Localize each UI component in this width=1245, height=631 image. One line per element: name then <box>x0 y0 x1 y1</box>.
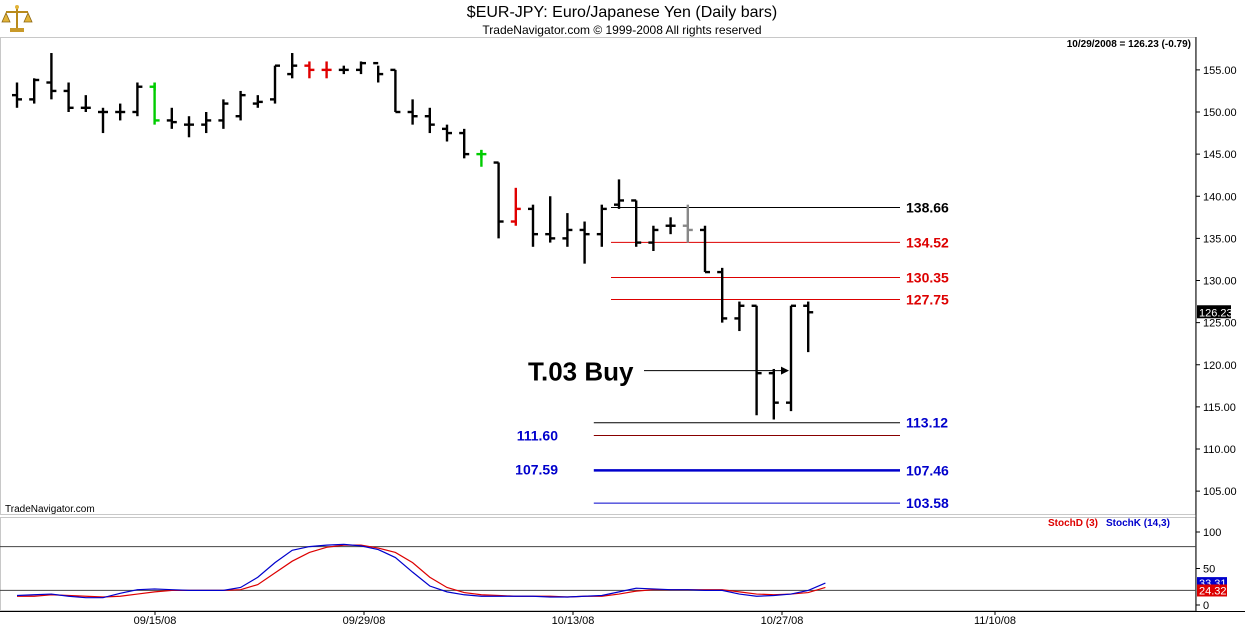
level-label: 113.12 <box>906 415 948 431</box>
last-price-info: 10/29/2008 = 126.23 (-0.79) <box>1067 39 1191 50</box>
scales-logo-icon <box>1 5 33 32</box>
ohlc-bar <box>768 368 779 420</box>
ohlc-bar <box>218 99 229 129</box>
ohlc-bar <box>270 64 280 104</box>
x-tick-label: 10/13/08 <box>552 615 595 627</box>
ohlc-bar <box>528 204 538 247</box>
ohlc-bar <box>373 61 384 83</box>
ohlc-bar <box>545 196 556 243</box>
ohlc-bar <box>338 65 349 75</box>
ohlc-bar <box>803 301 814 353</box>
ohlc-bar <box>579 221 590 264</box>
y-tick-label: 140.00 <box>1203 191 1237 203</box>
ohlc-bar <box>442 124 452 142</box>
stoch-tick-label: 0 <box>1203 600 1209 612</box>
ohlc-bar <box>424 107 435 134</box>
ohlc-bar <box>235 90 246 121</box>
annotation: T.03 Buy <box>528 357 789 387</box>
ohlc-bar <box>751 304 762 416</box>
ohlc-bar <box>631 199 642 247</box>
level-label: 107.59 <box>515 461 558 477</box>
y-tick-label: 145.00 <box>1203 149 1237 161</box>
ohlc-bar <box>80 95 91 112</box>
ohlc-bar <box>321 61 332 79</box>
ohlc-bar <box>493 161 504 239</box>
watermark: TradeNavigator.com <box>5 504 95 515</box>
ohlc-bar <box>562 213 573 247</box>
ohlc-bar <box>717 267 728 323</box>
ohlc-bar <box>63 82 74 112</box>
ohlc-bar <box>201 112 212 134</box>
ohlc-bar <box>734 301 745 332</box>
ohlc-bar <box>115 103 126 121</box>
x-axis-ticks: 09/15/08 09/29/08 10/13/08 10/27/08 11/10/08 <box>134 611 1016 627</box>
y-tick-label: 115.00 <box>1203 402 1236 414</box>
level-label: 127.75 <box>906 291 949 307</box>
ohlc-bar <box>46 53 57 100</box>
stoch-k-legend: StochK (14,3) <box>1106 518 1170 529</box>
ohlc-bar <box>459 128 470 159</box>
stoch-tick-label: 100 <box>1203 527 1221 539</box>
level-label: 107.46 <box>906 462 949 478</box>
level-label: 138.66 <box>906 200 949 216</box>
ohlc-bar <box>29 78 40 104</box>
y-tick-label: 125.00 <box>1203 318 1237 330</box>
level-label: 130.35 <box>906 270 949 286</box>
level-label: 103.58 <box>906 495 949 511</box>
chart-title: $EUR-JPY: Euro/Japanese Yen (Daily bars) <box>467 4 777 21</box>
ohlc-bar <box>304 61 315 79</box>
ohlc-bar <box>98 107 108 134</box>
ohlc-bar <box>596 204 607 247</box>
last-price-label: 126.23 <box>1199 307 1233 319</box>
y-tick-label: 130.00 <box>1203 276 1237 288</box>
x-tick-label: 11/10/08 <box>974 615 1016 627</box>
ohlc-bar <box>614 179 624 209</box>
y-tick-label: 155.00 <box>1203 65 1237 77</box>
ohlc-bar <box>12 82 22 108</box>
stoch-tick-label: 50 <box>1203 564 1215 576</box>
price-panel-frame <box>0 37 1196 515</box>
stoch-d-box <box>1197 584 1227 597</box>
ohlc-bar <box>390 68 401 114</box>
ohlc-bars <box>12 53 814 420</box>
x-tick-label: 09/15/08 <box>134 615 177 627</box>
y-tick-label: 105.00 <box>1203 486 1237 498</box>
annotation-text: T.03 Buy <box>528 357 634 387</box>
level-label: 134.52 <box>906 234 949 250</box>
y-tick-label: 135.00 <box>1203 233 1237 245</box>
ohlc-bar <box>407 99 418 125</box>
x-tick-label: 10/27/08 <box>761 615 804 627</box>
level-label: 111.60 <box>517 428 558 444</box>
stoch-d-value: 24.32 <box>1199 585 1227 597</box>
y-tick-label: 150.00 <box>1203 107 1237 119</box>
y-axis-ticks: 155.00 150.00 145.00 140.00 135.00 130.00 125.… <box>1196 65 1237 498</box>
ohlc-bar <box>166 107 177 129</box>
ohlc-bar <box>665 217 676 235</box>
ohlc-bar <box>132 82 143 117</box>
fib-levels: 138.66 134.52 130.35 127.75 113.12 111.60 107.… <box>515 200 949 512</box>
x-tick-label: 09/29/08 <box>343 615 386 627</box>
ohlc-bar <box>510 187 521 226</box>
chart-subtitle: TradeNavigator.com © 1999-2008 All right… <box>482 23 761 37</box>
ohlc-bar <box>682 204 693 243</box>
ohlc-bar <box>476 149 487 167</box>
stoch-d-legend: StochD (3) <box>1048 518 1098 529</box>
ohlc-bar <box>786 304 796 412</box>
y-tick-label: 120.00 <box>1203 360 1237 372</box>
ohlc-bar <box>700 225 710 274</box>
stoch-k-line <box>16 543 826 599</box>
ohlc-bar <box>356 61 366 75</box>
ohlc-bar <box>184 116 194 138</box>
ohlc-bar <box>149 82 160 125</box>
last-price-marker: 126.23 <box>1197 305 1233 319</box>
annotation-arrow-head <box>781 366 789 375</box>
ohlc-bar <box>252 95 263 108</box>
ohlc-bar <box>287 53 298 79</box>
ohlc-bar <box>648 225 659 252</box>
y-tick-label: 110.00 <box>1203 444 1236 456</box>
